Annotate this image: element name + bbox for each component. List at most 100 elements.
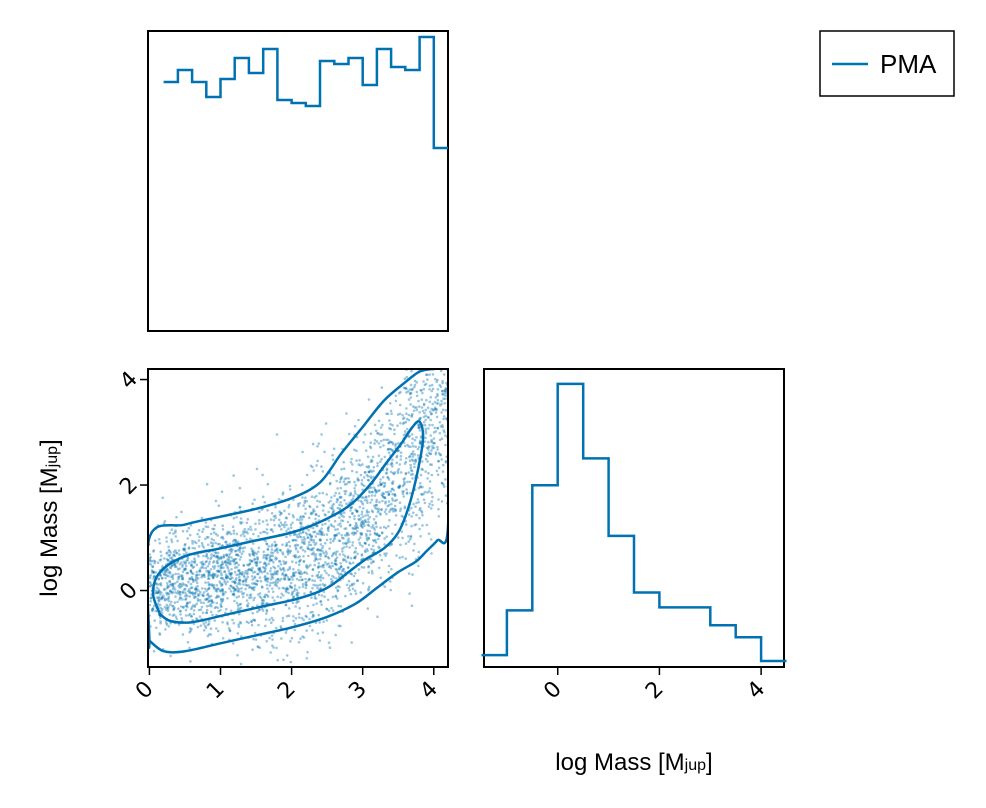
scatter-point (228, 552, 231, 556)
scatter-point (343, 499, 346, 502)
scatter-point (265, 608, 269, 612)
scatter-point (292, 571, 296, 575)
scatter-point (340, 565, 343, 568)
scatter-point (156, 561, 160, 564)
scatter-point (253, 582, 256, 586)
scatter-point (312, 583, 315, 587)
scatter-point (384, 500, 387, 504)
scatter-point (327, 519, 331, 523)
scatter-point (328, 547, 331, 550)
scatter-point (219, 569, 222, 573)
scatter-point (370, 569, 374, 573)
scatter-point (382, 485, 386, 488)
scatter-point (365, 499, 369, 502)
scatter-point (342, 559, 345, 562)
scatter-point (230, 572, 233, 576)
scatter-point (155, 582, 158, 586)
scatter-point (288, 544, 292, 548)
scatter-point (351, 561, 355, 565)
scatter-point (266, 547, 270, 551)
scatter-point (386, 448, 390, 451)
scatter-point (307, 540, 311, 544)
scatter-point (238, 506, 241, 509)
scatter-point (165, 606, 169, 610)
scatter-point (172, 532, 175, 535)
scatter-point (316, 445, 319, 448)
scatter-point (255, 467, 259, 471)
scatter-point (412, 409, 416, 413)
scatter-point (216, 542, 220, 546)
scatter-point (341, 568, 345, 571)
scatter-point (168, 570, 172, 574)
scatter-point (253, 551, 257, 555)
scatter-point (199, 567, 202, 570)
scatter-point (431, 495, 434, 499)
scatter-point (305, 564, 309, 567)
scatter-point (225, 576, 228, 579)
scatter-point (190, 607, 193, 611)
scatter-point (175, 565, 178, 569)
scatter-point (406, 480, 409, 484)
scatter-point (336, 550, 339, 553)
scatter-point (417, 426, 421, 430)
scatter-point (313, 510, 316, 513)
scatter-point (394, 444, 397, 448)
scatter-point (221, 528, 225, 531)
scatter-point (240, 587, 243, 590)
scatter-point (340, 514, 344, 517)
scatter-point (306, 566, 309, 570)
scatter-point (325, 538, 329, 542)
scatter-point (327, 641, 331, 644)
scatter-point (437, 451, 441, 455)
scatter-point (166, 585, 170, 589)
scatter-point (427, 440, 430, 444)
scatter-point (353, 531, 357, 535)
scatter-point (391, 449, 395, 453)
scatter-point (256, 593, 260, 596)
scatter-point (167, 571, 170, 574)
scatter-point (206, 588, 210, 591)
scatter-point (273, 540, 277, 544)
scatter-point (405, 391, 408, 394)
scatter-point (195, 602, 198, 606)
scatter-point (254, 638, 258, 641)
scatter-point (444, 434, 447, 437)
scatter-point (184, 598, 187, 601)
scatter-point (339, 478, 342, 481)
scatter-point (165, 568, 169, 571)
scatter-point (299, 637, 302, 640)
legend-label: PMA (880, 49, 937, 79)
scatter-point (387, 503, 391, 507)
scatter-point (331, 504, 334, 507)
scatter-point (229, 562, 232, 566)
scatter-point (221, 544, 224, 547)
scatter-point (283, 577, 287, 581)
contour-outer (148, 369, 448, 654)
scatter-point (356, 526, 360, 530)
scatter-point (329, 481, 332, 485)
scatter-point (210, 544, 214, 548)
scatter-point (167, 592, 171, 596)
scatter-point (361, 483, 364, 487)
scatter-point (285, 543, 289, 547)
scatter-point (404, 471, 408, 475)
scatter-point (410, 515, 414, 518)
scatter-point (419, 416, 423, 420)
scatter-point (298, 560, 301, 563)
scatter-point (265, 583, 269, 587)
scatter-point (348, 480, 352, 484)
scatter-point (174, 535, 178, 538)
scatter-point (230, 556, 233, 559)
scatter-point (221, 636, 225, 640)
scatter-point (391, 509, 395, 513)
scatter-point (354, 508, 357, 512)
scatter-point (354, 484, 358, 487)
scatter-point (311, 442, 315, 446)
scatter-point (271, 587, 274, 590)
scatter-point (407, 390, 410, 393)
scatter-point (170, 528, 174, 531)
scatter-point (276, 569, 280, 573)
scatter-point (269, 578, 273, 581)
scatter-point (181, 570, 185, 574)
scatter-point (320, 531, 323, 535)
